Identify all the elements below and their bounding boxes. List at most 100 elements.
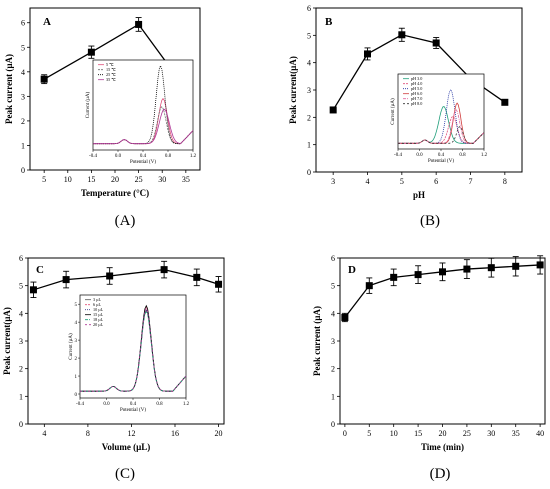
panel-letter: C [36,264,44,276]
data-point [414,271,422,279]
inset-x-tick-label: 1.2 [183,402,190,407]
panel-caption: (D) [430,466,451,482]
inset-trace [93,108,194,145]
x-axis-label: pH [413,190,425,200]
panel-caption: (B) [420,213,440,229]
y-tick-label: 3 [331,337,335,346]
data-point [390,273,398,281]
inset-chart: -0.4 0.0 0.4 0.8 1.2 Potential (V) Current (µA… [69,294,190,413]
inset-legend-label: pH 7.0 [411,96,422,101]
x-tick-label: 16 [171,429,179,438]
inset-legend-label: pH 8.0 [411,101,422,106]
x-tick-label: 5 [42,175,46,184]
y-tick-label: 4 [21,68,25,77]
x-tick-label: 20 [439,429,447,438]
panel-caption: (C) [115,466,135,482]
inset-legend-label: 6 µL [93,302,102,307]
inset-x-tick-label: -0.4 [76,402,84,407]
inset-legend-label: 35 ℃ [106,77,116,82]
y-tick-label: 5 [19,282,23,291]
x-tick-label: 10 [390,429,398,438]
inset-trace [80,307,187,392]
inset-frame [92,59,194,151]
inset-frame [79,294,187,399]
inset-x-axis-label: Potential (V) [120,408,146,413]
x-tick-label: 0 [343,429,347,438]
inset-x-tick-label: 0.8 [156,402,163,407]
y-tick-label: 0 [21,166,25,175]
panel-letter: B [325,16,333,28]
x-tick-label: 30 [158,175,166,184]
inset-legend-label: 3 µL [93,297,102,302]
data-point [215,280,223,288]
x-tick-label: 5 [367,429,371,438]
inset-legend-label: 15 µL [93,312,104,317]
inset-chart: -0.4 0.0 0.4 0.8 1.2 Potential (V) Current (µA… [391,73,488,164]
panel-d: 0 5 10 15 20 25 30 35 40 0 1 2 3 4 5 6 Time (min) Peak cu… [312,254,546,482]
data-point [40,75,48,83]
x-tick-label: 35 [512,429,520,438]
inset-legend-label: 15 ℃ [106,67,116,72]
inset-legend-label: pH 5.0 [411,86,422,91]
y-tick-label: 1 [19,392,23,401]
x-tick-label: 4 [42,429,46,438]
x-axis-label: Time (min) [421,442,464,452]
x-tick-label: 20 [215,429,223,438]
x-tick-label: 35 [182,175,190,184]
data-point [432,39,440,47]
inset-legend-label: 10 µL [93,307,104,312]
x-tick-label: 8 [86,429,90,438]
series-line [33,268,219,291]
y-axis-label: Peak current(µA) [288,56,298,124]
y-tick-label: 5 [331,282,335,291]
inset-trace [398,126,485,144]
x-axis-label: Temperature (°C) [81,188,149,198]
x-tick-label: 12 [127,429,135,438]
y-tick-label: 4 [19,309,23,318]
series-line [43,23,187,90]
panel-b: 3 4 5 6 7 8 0 1 2 3 4 5 6 pH Peak current(µA) B (B) -0.4 0… [288,4,523,229]
inset-legend-label: pH 4.0 [411,81,422,86]
y-tick-label: 6 [21,19,25,28]
y-tick-label: 4 [307,59,311,68]
inset-x-tick-label: 1.2 [481,153,488,158]
x-tick-label: 25 [463,429,471,438]
data-point [87,48,95,56]
x-tick-label: 15 [414,429,422,438]
x-tick-label: 7 [469,177,473,186]
inset-x-tick-label: 0.8 [165,154,172,159]
data-point [536,261,544,269]
y-tick-label: 2 [19,365,23,374]
inset-x-tick-label: -0.4 [394,153,402,158]
data-point [487,264,495,272]
data-point [29,286,37,294]
inset-x-tick-label: 0.4 [140,154,147,159]
inset-x-axis-label: Potential (V) [428,159,454,164]
y-axis-label: Peak current (µA) [4,54,14,124]
inset-x-tick-label: 0.4 [438,153,445,158]
inset-legend-label: 18 µL [93,317,104,322]
y-tick-label: 2 [307,113,311,122]
data-point [364,50,371,58]
panel-letter: A [43,16,51,28]
y-tick-label: 1 [21,141,25,150]
inset-x-tick-label: 0.0 [115,154,122,159]
y-tick-label: 0 [307,168,311,177]
y-tick-label: 5 [307,31,311,40]
inset-y-tick-label: 1 [75,375,78,380]
y-tick-label: 0 [19,420,23,429]
inset-legend-label: pH 6.0 [411,91,422,96]
inset-y-tick-label: 0 [75,393,78,398]
y-tick-label: 3 [307,86,311,95]
inset-x-tick-label: 0.4 [130,402,137,407]
inset-y-axis-label: Current (µA) [86,91,91,118]
data-point [398,31,406,39]
inset-legend-label: 20 µL [93,322,104,327]
data-point [501,98,509,106]
inset-y-axis-label: Current (µA) [69,333,74,360]
x-tick-label: 10 [64,175,72,184]
x-tick-label: 25 [135,175,143,184]
data-point [106,272,114,280]
